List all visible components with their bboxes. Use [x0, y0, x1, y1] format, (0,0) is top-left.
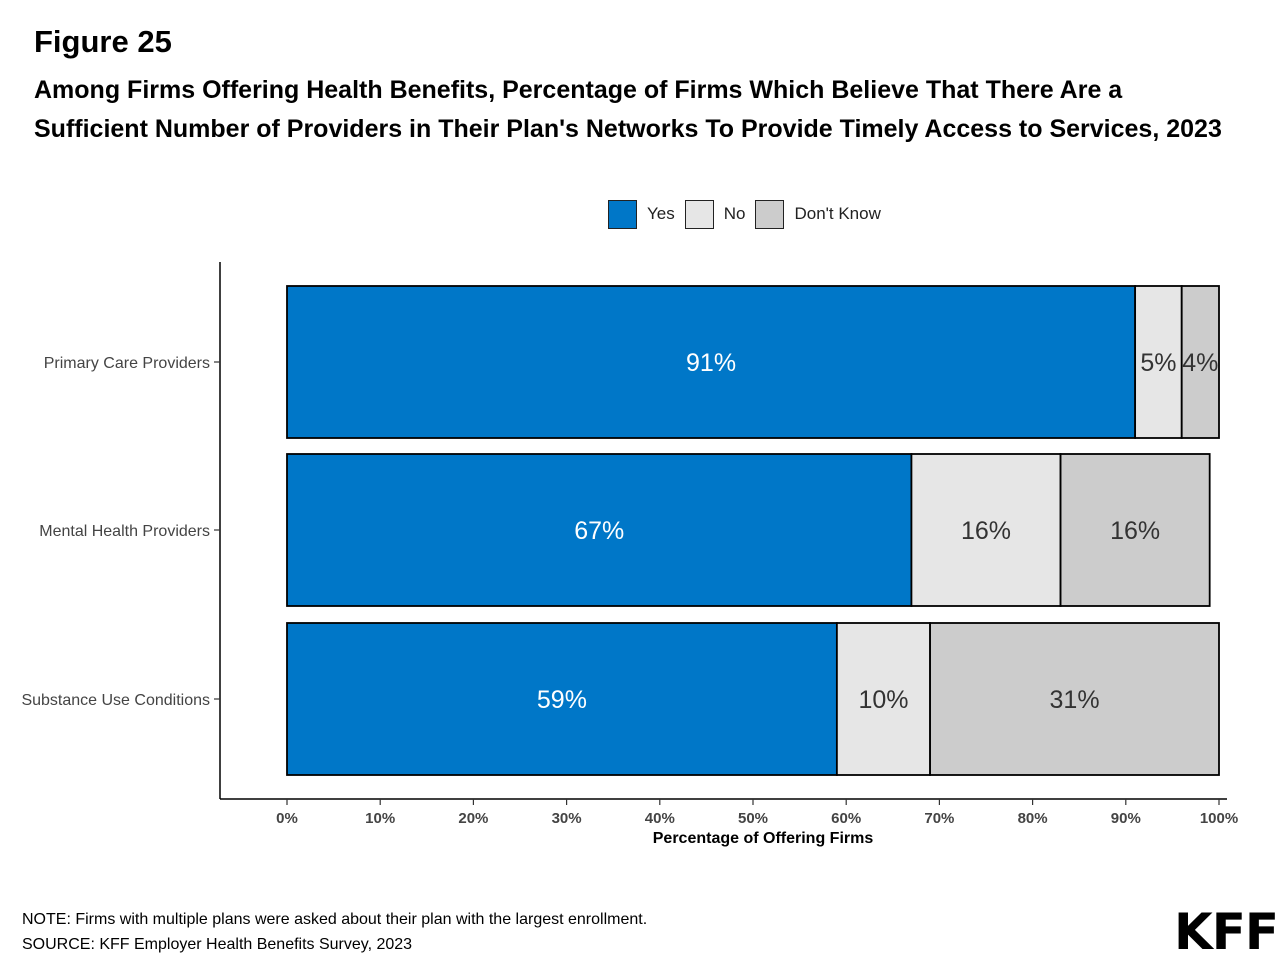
data-label-no: 10%	[858, 686, 908, 714]
legend-item-dont-know: Don't Know	[755, 199, 881, 229]
data-label-no: 5%	[1140, 349, 1176, 377]
figure-label: Figure 25	[34, 24, 172, 59]
x-tick-label: 20%	[458, 810, 488, 827]
x-tick-label: 80%	[1018, 810, 1048, 827]
x-tick-label: 10%	[365, 810, 395, 827]
x-tick-label: 40%	[645, 810, 675, 827]
data-label-don-t-know: 4%	[1182, 349, 1218, 377]
data-label-yes: 67%	[574, 517, 624, 545]
legend-item-yes: Yes	[608, 199, 675, 229]
x-tick-label: 60%	[831, 810, 861, 827]
chart-title: Among Firms Offering Health Benefits, Pe…	[34, 76, 1222, 143]
data-label-yes: 91%	[686, 349, 736, 377]
x-tick-label: 90%	[1111, 810, 1141, 827]
note-text: NOTE: Firms with multiple plans were ask…	[22, 911, 648, 928]
legend-label-yes: Yes	[647, 204, 675, 223]
x-axis-title: Percentage of Offering Firms	[653, 830, 874, 847]
data-label-yes: 59%	[537, 686, 587, 714]
kff-logo: KFF	[1174, 903, 1279, 961]
category-label-primary-care-providers: Primary Care Providers	[44, 355, 210, 372]
x-tick-label: 0%	[276, 810, 298, 827]
legend-swatch-yes	[608, 199, 637, 229]
data-label-no: 16%	[961, 517, 1011, 545]
legend-swatch-no	[684, 199, 714, 229]
source-text: SOURCE: KFF Employer Health Benefits Sur…	[22, 935, 413, 953]
legend-swatch-dont-know	[755, 199, 785, 229]
bar-segment-no	[910, 453, 1062, 607]
category-label-mental-health-providers: Mental Health Providers	[39, 523, 210, 540]
chart-legend: Yes No Don't Know	[608, 198, 891, 230]
bar-segment-no	[1134, 285, 1183, 439]
bar-segment-don-t-know	[1059, 453, 1211, 607]
data-label-don-t-know: 16%	[1110, 517, 1160, 545]
legend-label-no: No	[723, 204, 746, 223]
legend-label-dont-know: Don't Know	[794, 204, 881, 223]
x-tick-label: 50%	[738, 810, 768, 827]
bar-segment-yes	[286, 453, 913, 607]
legend-item-no: No	[684, 199, 746, 229]
bar-segment-yes	[286, 285, 1137, 439]
x-tick-label: 70%	[924, 810, 954, 827]
bar-segment-don-t-know	[929, 622, 1220, 776]
bar-segment-yes	[286, 622, 838, 776]
data-label-don-t-know: 31%	[1050, 686, 1100, 714]
footnote: NOTE: Firms with multiple plans were ask…	[22, 908, 647, 957]
x-tick-label: 30%	[552, 810, 582, 827]
category-label-substance-use-conditions: Substance Use Conditions	[21, 692, 210, 709]
x-tick-label: 100%	[1200, 810, 1238, 827]
bar-segment-don-t-know	[1180, 285, 1220, 439]
